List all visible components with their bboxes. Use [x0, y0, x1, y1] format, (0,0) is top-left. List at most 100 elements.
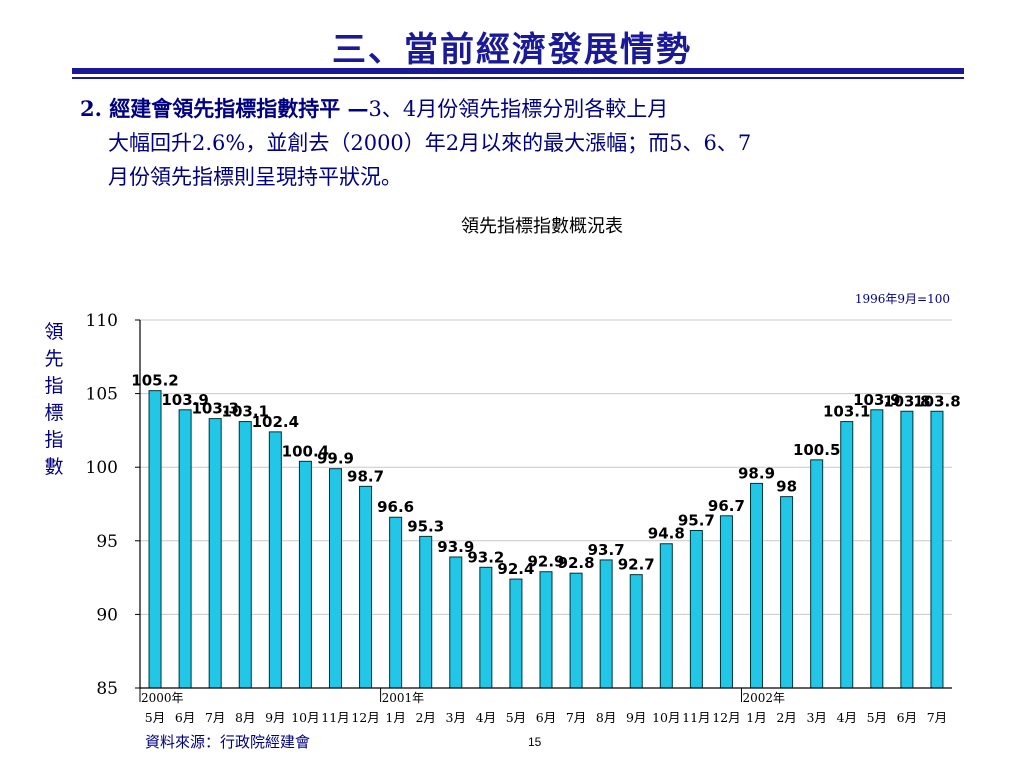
bar — [629, 574, 643, 689]
data-label: 100.4 — [282, 442, 329, 460]
title-rule-thick — [72, 68, 964, 74]
bar — [298, 460, 312, 689]
data-label: 103.8 — [913, 392, 960, 410]
bar — [419, 535, 433, 689]
body-line-3: 月份領先指標則呈現持平狀況。 — [108, 165, 402, 189]
bar — [479, 566, 493, 689]
slide-title: 三、當前經濟發展情勢 — [332, 30, 692, 70]
x-tick-label: 4月 — [476, 710, 496, 725]
x-tick-label: 3月 — [446, 710, 466, 725]
data-label: 93.2 — [467, 548, 504, 566]
x-tick-label: 9月 — [265, 710, 285, 725]
bar — [930, 410, 944, 689]
data-label: 92.8 — [558, 554, 595, 572]
bar — [900, 410, 914, 689]
page-number: 15 — [528, 735, 542, 749]
data-label: 92.9 — [527, 553, 564, 571]
data-label: 98.9 — [738, 464, 775, 482]
data-label: 95.7 — [678, 511, 715, 529]
bars — [148, 390, 944, 689]
x-tick-label: 6月 — [175, 710, 195, 725]
title-rule-thin — [72, 77, 964, 79]
bar — [750, 482, 764, 689]
y-axis-label-char: 先 — [44, 348, 63, 370]
x-tick-label: 11月 — [321, 710, 349, 725]
data-label: 103.3 — [191, 400, 238, 418]
data-label: 103.1 — [823, 403, 870, 421]
x-tick-label: 7月 — [927, 710, 947, 725]
x-tick-label: 5月 — [145, 710, 165, 725]
section-heading: 2. 經建會領先指標指數持平 — — [80, 96, 369, 121]
bar — [569, 572, 583, 689]
data-label: 98 — [776, 478, 797, 496]
x-tick-label: 12月 — [712, 710, 740, 725]
x-tick-label: 9月 — [626, 710, 646, 725]
x-tick-label: 5月 — [867, 710, 887, 725]
y-tick-label: 95 — [96, 532, 118, 552]
bar — [719, 515, 733, 689]
body-paragraph: 2. 經建會領先指標指數持平 —3、4月份領先指標分別各較上月 大幅回升2.6%… — [80, 92, 960, 194]
data-label: 103.9 — [161, 391, 208, 409]
data-label: 103.9 — [853, 391, 900, 409]
bar — [268, 431, 282, 689]
bar — [659, 543, 673, 689]
bar — [148, 390, 162, 689]
x-tick-label: 2月 — [776, 710, 796, 725]
x-tick-label: 4月 — [837, 710, 857, 725]
x-tick-label: 12月 — [351, 710, 379, 725]
bar — [509, 578, 523, 689]
y-axis-label-char: 數 — [44, 456, 63, 478]
bar — [178, 409, 192, 689]
x-tick-label: 6月 — [897, 710, 917, 725]
y-axis-label: 領先指標指數 — [44, 321, 63, 478]
data-label: 99.9 — [317, 450, 354, 468]
y-tick-label: 90 — [96, 605, 118, 625]
x-tick-label: 11月 — [682, 710, 710, 725]
year-label: 2000年 — [141, 691, 184, 705]
y-axis-label-char: 指 — [44, 429, 63, 451]
data-label: 98.7 — [347, 467, 384, 485]
x-tick-label: 1月 — [746, 710, 766, 725]
y-tick-label: 110 — [86, 311, 118, 331]
chart-title: 領先指標指數概況表 — [461, 216, 623, 237]
year-label: 2001年 — [382, 691, 425, 705]
bar — [780, 496, 794, 689]
y-tick-label: 85 — [96, 679, 118, 699]
base-note: 1996年9月=100 — [855, 292, 950, 306]
data-label: 93.9 — [437, 538, 474, 556]
year-label: 2002年 — [742, 691, 785, 705]
data-label: 105.2 — [131, 372, 178, 390]
bar — [810, 459, 824, 689]
bar — [238, 421, 252, 689]
bar — [328, 468, 342, 689]
data-label: 95.3 — [407, 517, 444, 535]
bar — [208, 418, 222, 689]
data-label: 103.1 — [222, 403, 269, 421]
bar — [599, 559, 613, 689]
bar — [539, 571, 553, 689]
y-axis-label-char: 領 — [44, 321, 63, 343]
data-label: 96.6 — [377, 498, 414, 516]
bar — [840, 421, 854, 689]
x-tick-label: 1月 — [385, 710, 405, 725]
x-tick-label: 2月 — [415, 710, 435, 725]
body-line-2: 大幅回升2.6%，並創去（2000）年2月以來的最大漲幅；而5、6、7 — [108, 131, 752, 155]
x-tick-label: 10月 — [291, 710, 319, 725]
x-tick-label: 7月 — [205, 710, 225, 725]
data-label: 100.5 — [793, 441, 840, 459]
y-tick-label: 105 — [86, 385, 118, 405]
body-line-1: 3、4月份領先指標分別各較上月 — [368, 97, 669, 121]
data-label: 102.4 — [252, 413, 299, 431]
bar — [359, 485, 373, 689]
data-label: 92.4 — [497, 560, 534, 578]
y-axis-label-char: 指 — [44, 375, 63, 397]
x-tick-label: 10月 — [652, 710, 680, 725]
data-label: 103.8 — [883, 392, 930, 410]
data-label: 94.8 — [648, 525, 685, 543]
x-tick-label: 6月 — [536, 710, 556, 725]
data-labels: 105.2103.9103.3103.1102.4100.499.998.796… — [131, 372, 960, 578]
x-tick-label: 7月 — [566, 710, 586, 725]
bar — [389, 516, 403, 689]
x-tick-label: 5月 — [506, 710, 526, 725]
